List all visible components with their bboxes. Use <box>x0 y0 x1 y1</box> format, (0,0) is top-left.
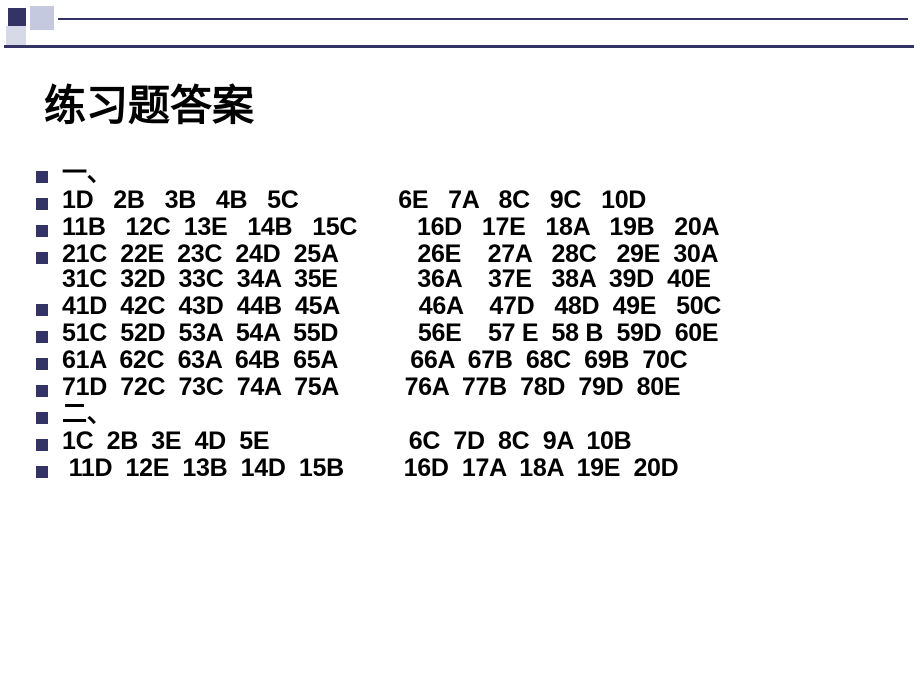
bullet-icon <box>36 252 48 264</box>
content-area: 练习题答案 一、1D 2B 3B 4B 5C 6E 7A 8C 9C 10D11… <box>36 72 896 483</box>
bullet-icon <box>36 385 48 397</box>
answer-row-text: 21C 22E 23C 24D 25A 26E 27A 28C 29E 30A <box>62 242 718 267</box>
bullet-icon <box>36 439 48 451</box>
bullet-icon <box>36 225 48 237</box>
list-item: 51C 52D 53A 54A 55D 56E 57 E 58 B 59D 60… <box>36 321 896 346</box>
deco-square <box>8 8 26 26</box>
deco-square <box>6 26 26 46</box>
deco-line <box>58 18 908 20</box>
answer-row-text: 11D 12E 13B 14D 15B 16D 17A 18A 19E 20D <box>62 456 678 481</box>
list-item: 71D 72C 73C 74A 75A 76A 77B 78D 79D 80E <box>36 375 896 400</box>
answer-row-text: 一、 <box>62 161 111 186</box>
answer-list: 一、1D 2B 3B 4B 5C 6E 7A 8C 9C 10D11B 12C … <box>36 161 896 481</box>
list-item: 1D 2B 3B 4B 5C 6E 7A 8C 9C 10D <box>36 188 896 213</box>
list-item: 61A 62C 63A 64B 65A 66A 67B 68C 69B 70C <box>36 348 896 373</box>
item-content: 11D 12E 13B 14D 15B 16D 17A 18A 19E 20D <box>62 456 678 481</box>
bullet-icon <box>36 331 48 343</box>
answer-row-text: 1D 2B 3B 4B 5C 6E 7A 8C 9C 10D <box>62 188 646 213</box>
answer-row-text: 31C 32D 33C 34A 35E 36A 37E 38A 39D 40E <box>62 267 718 292</box>
bullet-icon <box>36 412 48 424</box>
bullet-icon <box>36 171 48 183</box>
list-item: 41D 42C 43D 44B 45A 46A 47D 48D 49E 50C <box>36 294 896 319</box>
page-title: 练习题答案 <box>44 72 896 133</box>
answer-row-text: 二、 <box>62 402 111 427</box>
answer-row-text: 71D 72C 73C 74A 75A 76A 77B 78D 79D 80E <box>62 375 680 400</box>
list-item: 二、 <box>36 402 896 427</box>
bullet-icon <box>36 466 48 478</box>
list-item: 11D 12E 13B 14D 15B 16D 17A 18A 19E 20D <box>36 456 896 481</box>
list-item: 11B 12C 13E 14B 15C 16D 17E 18A 19B 20A <box>36 215 896 240</box>
bullet-icon <box>36 358 48 370</box>
list-item: 21C 22E 23C 24D 25A 26E 27A 28C 29E 30A3… <box>36 242 896 292</box>
deco-line <box>4 45 914 48</box>
item-content: 1C 2B 3E 4D 5E 6C 7D 8C 9A 10B <box>62 429 631 454</box>
answer-row-text: 51C 52D 53A 54A 55D 56E 57 E 58 B 59D 60… <box>62 321 718 346</box>
item-content: 二、 <box>62 402 111 427</box>
answer-row-text: 41D 42C 43D 44B 45A 46A 47D 48D 49E 50C <box>62 294 721 319</box>
item-content: 71D 72C 73C 74A 75A 76A 77B 78D 79D 80E <box>62 375 680 400</box>
item-content: 21C 22E 23C 24D 25A 26E 27A 28C 29E 30A3… <box>62 242 718 292</box>
item-content: 一、 <box>62 161 111 186</box>
list-item: 1C 2B 3E 4D 5E 6C 7D 8C 9A 10B <box>36 429 896 454</box>
item-content: 61A 62C 63A 64B 65A 66A 67B 68C 69B 70C <box>62 348 687 373</box>
bullet-icon <box>36 304 48 316</box>
answer-row-text: 61A 62C 63A 64B 65A 66A 67B 68C 69B 70C <box>62 348 687 373</box>
answer-row-text: 11B 12C 13E 14B 15C 16D 17E 18A 19B 20A <box>62 215 719 240</box>
item-content: 51C 52D 53A 54A 55D 56E 57 E 58 B 59D 60… <box>62 321 718 346</box>
item-content: 41D 42C 43D 44B 45A 46A 47D 48D 49E 50C <box>62 294 721 319</box>
item-content: 11B 12C 13E 14B 15C 16D 17E 18A 19B 20A <box>62 215 719 240</box>
deco-square <box>30 6 54 30</box>
list-item: 一、 <box>36 161 896 186</box>
slide-decoration <box>0 0 920 48</box>
answer-row-text: 1C 2B 3E 4D 5E 6C 7D 8C 9A 10B <box>62 429 631 454</box>
item-content: 1D 2B 3B 4B 5C 6E 7A 8C 9C 10D <box>62 188 646 213</box>
bullet-icon <box>36 198 48 210</box>
